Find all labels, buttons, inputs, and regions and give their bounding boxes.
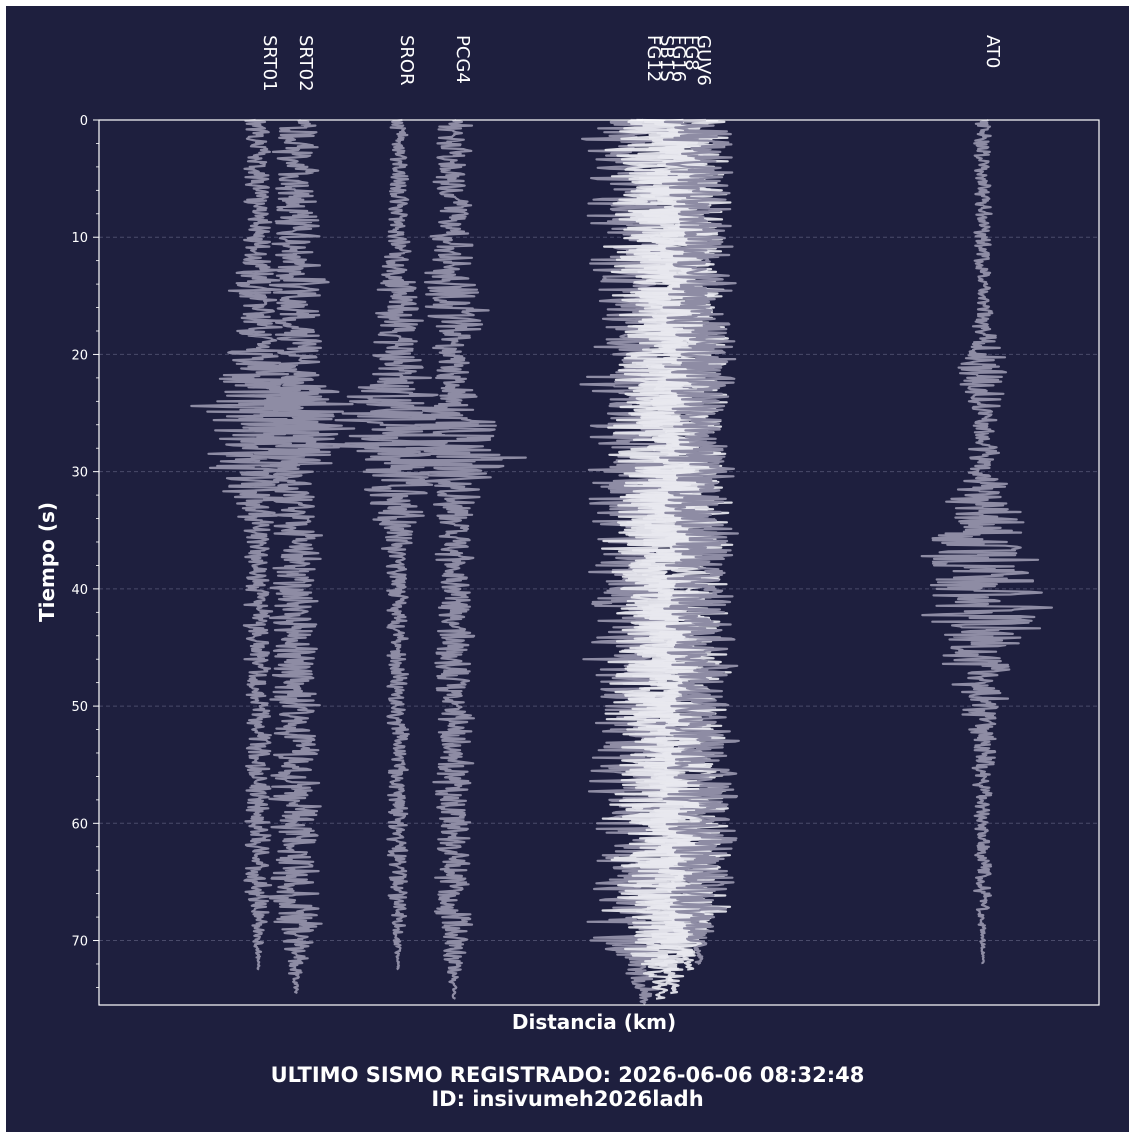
y-tick-label: 10 — [71, 231, 88, 246]
station-label-sror: SROR — [396, 35, 417, 86]
station-label-fg8: FG8 — [681, 35, 702, 71]
y-tick-label: 0 — [80, 114, 88, 129]
station-label-sb1s: SB1S — [656, 35, 677, 82]
y-ticks: 0 10 20 30 40 50 60 70 — [71, 114, 99, 988]
y-tick-label: 20 — [71, 348, 88, 363]
event-id-caption: ID: insivumeh2026ladh — [431, 1087, 704, 1111]
trace-pcg4 — [391, 118, 527, 1000]
figure-background — [6, 6, 1129, 1132]
station-label-srt01: SRT01 — [259, 35, 280, 92]
trace-srt01 — [190, 118, 331, 971]
trace-guv6 — [659, 118, 740, 966]
trace-srt02 — [242, 118, 356, 995]
y-tick-label: 60 — [71, 817, 88, 832]
station-label-fg16: FG16 — [668, 35, 689, 82]
station-label-at0: AT0 — [982, 35, 1003, 68]
y-tick-label: 70 — [71, 935, 88, 950]
axes-frame — [98, 119, 1100, 1006]
y-tick-label: 30 — [71, 466, 88, 481]
station-label-guv6: GUV6 — [693, 35, 714, 86]
y-axis-label: Tiempo (s) — [35, 502, 59, 622]
traces — [190, 118, 1054, 1005]
station-label-pcg4: PCG4 — [452, 35, 473, 84]
y-tick-label: 40 — [71, 583, 88, 598]
station-label-fg12: FG12 — [643, 35, 664, 82]
y-tick-label: 50 — [71, 700, 88, 715]
last-quake-caption: ULTIMO SISMO REGISTRADO: 2026-06-06 08:3… — [270, 1063, 865, 1087]
trace-sror — [332, 118, 458, 971]
x-axis-label: Distancia (km) — [512, 1010, 676, 1034]
trace-at0 — [920, 118, 1054, 965]
station-label-srt02: SRT02 — [295, 35, 316, 92]
